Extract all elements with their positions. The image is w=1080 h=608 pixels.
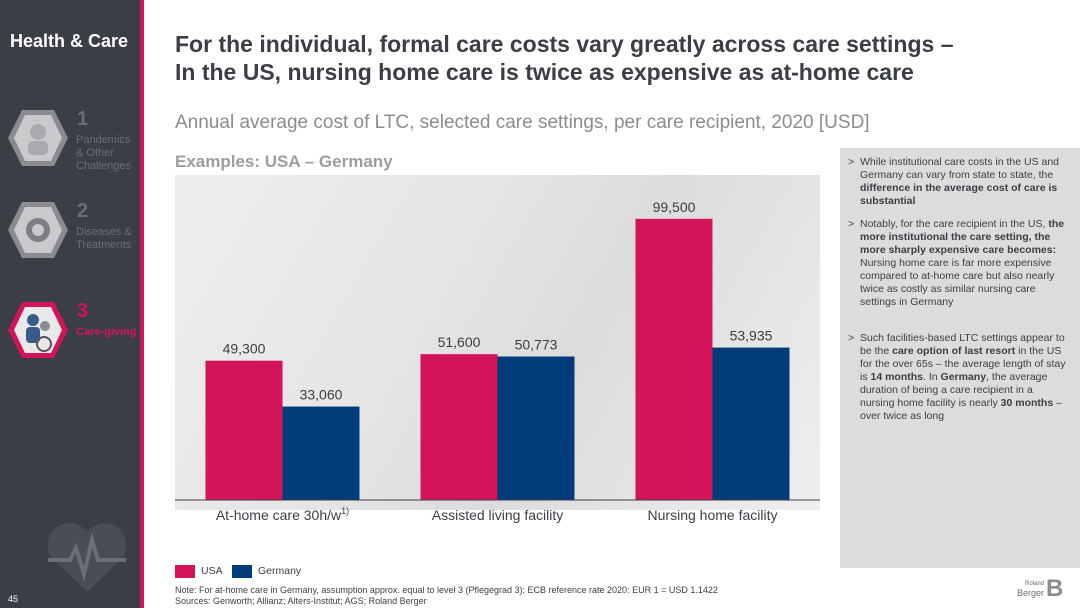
bar-usa-2 bbox=[420, 354, 498, 500]
data-label-germany-2: 50,773 bbox=[515, 337, 558, 353]
pandemics-icon bbox=[8, 110, 68, 166]
page-number: 45 bbox=[8, 594, 19, 604]
bar-germany-1 bbox=[282, 406, 360, 500]
sources-text: Sources: Genworth; Allianz; Alters-Insti… bbox=[175, 596, 427, 606]
bullet-text: Nursing home care is far more expensive … bbox=[860, 257, 1055, 308]
note-text: Note: For at-home care in Germany, assum… bbox=[175, 585, 718, 595]
bar-germany-2 bbox=[497, 356, 575, 500]
page-title: For the individual, formal care costs va… bbox=[175, 30, 1055, 86]
legend-swatch-usa bbox=[175, 565, 195, 578]
bullet-emphasis: Germany bbox=[940, 371, 987, 383]
logo-text: Roland Berger bbox=[1012, 580, 1044, 598]
sidebar-title: Health & Care bbox=[10, 31, 129, 51]
category-label-3: Nursing home facility bbox=[648, 507, 778, 523]
chart-subtitle: Annual average cost of LTC, selected car… bbox=[175, 112, 870, 133]
examples-label: Examples: USA – Germany bbox=[175, 152, 393, 171]
data-label-usa-2: 51,600 bbox=[438, 334, 481, 350]
legend-swatch-germany bbox=[232, 565, 252, 578]
sidebar-item-diseases[interactable]: 2 Diseases & Treatments bbox=[0, 200, 140, 280]
insights-panel: > While institutional care costs in the … bbox=[840, 148, 1080, 568]
bullet-emphasis: difference in the average cost of care i… bbox=[860, 182, 1058, 207]
bar-usa-1 bbox=[205, 360, 283, 500]
data-label-usa-3: 99,500 bbox=[653, 199, 696, 215]
data-label-usa-1: 49,300 bbox=[223, 341, 266, 357]
sidebar-item-caregiving[interactable]: 3 Care-giving bbox=[0, 300, 140, 380]
bullet-emphasis: the more institutional the care setting,… bbox=[860, 218, 1065, 256]
bullet-emphasis: 14 months bbox=[870, 371, 924, 383]
heart-pulse-icon bbox=[47, 523, 127, 592]
data-label-germany-3: 53,935 bbox=[730, 328, 773, 344]
legend-label-germany: Germany bbox=[258, 565, 302, 577]
legend-label-usa: USA bbox=[201, 565, 223, 577]
bullet-arrow: > bbox=[848, 218, 855, 230]
bullet-emphasis: 30 months bbox=[1000, 397, 1054, 409]
caregiving-icon bbox=[8, 302, 68, 358]
nav-number: 3 bbox=[77, 300, 89, 322]
bullet-text: in the US for the over 65s – the average… bbox=[860, 345, 1066, 383]
bullet-text: . In bbox=[923, 371, 941, 383]
logo-mark: B bbox=[1046, 575, 1064, 602]
insight-bullet-3: > Such facilities-based LTC settings app… bbox=[848, 332, 1070, 423]
bar-usa-3 bbox=[635, 218, 713, 500]
sidebar-accent-bar bbox=[140, 0, 144, 608]
bullet-text: , the average duration of being a care r… bbox=[860, 371, 1048, 409]
title-line-1: For the individual, formal care costs va… bbox=[175, 31, 954, 57]
title-line-2: In the US, nursing home care is twice as… bbox=[175, 59, 914, 85]
nav-label: Diseases & Treatments bbox=[76, 226, 132, 251]
logo-line-1: Roland bbox=[1024, 581, 1044, 587]
category-label-2: Assisted living facility bbox=[432, 507, 564, 523]
insight-bullet-1: > While institutional care costs in the … bbox=[848, 156, 1070, 208]
insight-bullet-2: > Notably, for the care recipient in the… bbox=[848, 218, 1070, 309]
diseases-icon bbox=[8, 202, 68, 258]
bullet-arrow: > bbox=[848, 332, 855, 344]
bullet-text: – over twice as long bbox=[860, 397, 1062, 422]
bullet-emphasis: care option of last resort bbox=[892, 345, 1016, 357]
sidebar-item-pandemics[interactable]: 1 Pandemics & Other Challenges bbox=[0, 108, 140, 188]
category-label-1: At-home care 30h/w1) bbox=[216, 506, 349, 523]
bar-germany-3 bbox=[712, 347, 790, 500]
bullet-text: Notably, for the care recipient in the U… bbox=[860, 218, 1049, 230]
sidebar: Health & Care 1 Pandemics & Other Challe… bbox=[0, 0, 140, 608]
bullet-text: Such facilities-based LTC settings appea… bbox=[860, 332, 1065, 357]
bullet-arrow: > bbox=[848, 156, 855, 168]
nav-number: 2 bbox=[77, 200, 89, 222]
nav-number: 1 bbox=[77, 108, 89, 130]
footnote: Note: For at-home care in Germany, assum… bbox=[175, 585, 875, 607]
nav-label: Pandemics & Other Challenges bbox=[76, 134, 132, 172]
nav-label: Care-giving bbox=[76, 326, 137, 338]
data-label-germany-1: 33,060 bbox=[300, 387, 343, 403]
bullet-text: While institutional care costs in the US… bbox=[860, 156, 1060, 181]
roland-berger-logo: Roland Berger B bbox=[1012, 575, 1064, 604]
logo-line-2: Berger bbox=[1016, 588, 1044, 598]
